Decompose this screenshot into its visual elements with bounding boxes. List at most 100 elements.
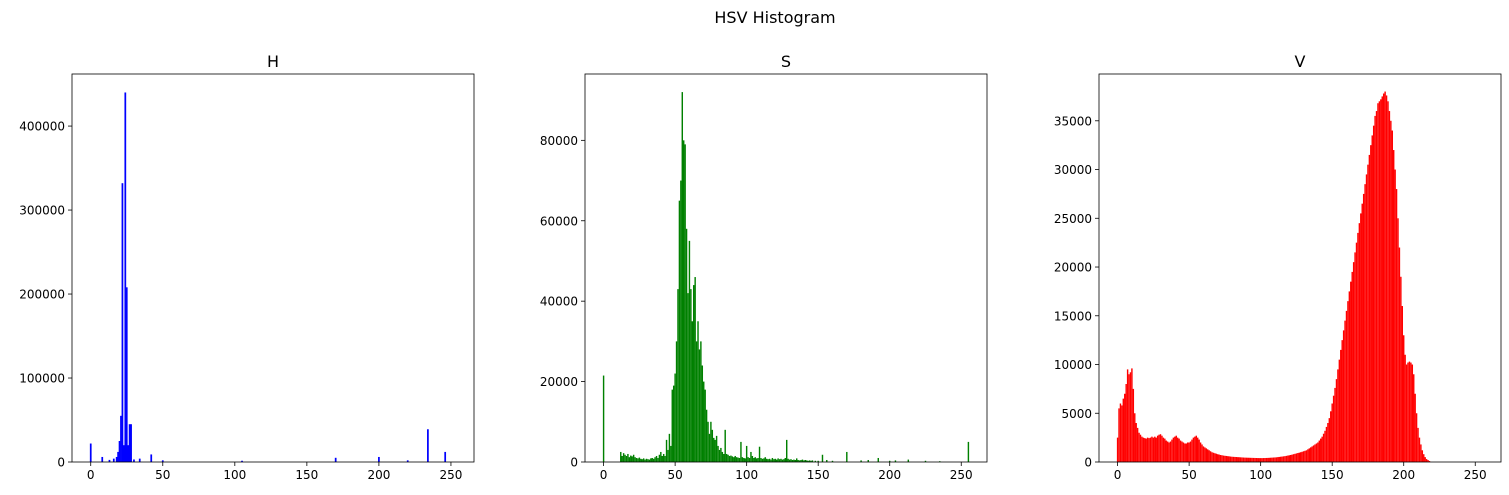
bar-h-23 — [123, 445, 125, 462]
bar-v-61 — [1204, 447, 1206, 462]
bar-v-168 — [1357, 232, 1359, 462]
bar-s-80 — [717, 445, 719, 462]
bar-v-183 — [1378, 101, 1381, 463]
bar-v-143 — [1321, 436, 1323, 462]
bar-v-138 — [1314, 444, 1316, 462]
bar-v-10 — [1131, 368, 1133, 462]
bar-v-189 — [1387, 101, 1389, 463]
bar-v-172 — [1362, 193, 1365, 462]
bar-v-27 — [1155, 437, 1157, 462]
bar-s-60 — [688, 240, 691, 462]
bar-v-131 — [1304, 450, 1306, 462]
bar-v-174 — [1365, 174, 1368, 462]
bar-s-43 — [664, 455, 666, 462]
bar-v-18 — [1142, 437, 1145, 462]
bar-s-14 — [622, 453, 625, 462]
bar-s-192 — [877, 457, 879, 462]
bar-s-99 — [744, 458, 746, 462]
bar-s-85 — [724, 429, 726, 462]
bar-v-122 — [1291, 454, 1293, 462]
bar-s-123 — [778, 459, 781, 462]
bar-s-59 — [687, 293, 689, 462]
x-tick-label-s-200: 200 — [878, 468, 901, 482]
bar-v-11 — [1132, 388, 1135, 462]
bar-s-135 — [796, 458, 798, 462]
bar-v-29 — [1158, 434, 1160, 462]
bar-s-41 — [661, 455, 663, 462]
bar-v-83 — [1235, 457, 1238, 462]
bar-v-159 — [1344, 320, 1346, 462]
bar-s-139 — [801, 459, 804, 462]
bar-v-97 — [1255, 458, 1258, 462]
bar-v-23 — [1149, 437, 1152, 462]
bar-v-129 — [1301, 451, 1303, 462]
bar-v-84 — [1237, 457, 1239, 462]
x-tick-label-v-150: 150 — [1321, 468, 1344, 482]
bar-v-202 — [1405, 364, 1408, 462]
bar-s-50 — [674, 373, 676, 462]
bar-v-42 — [1176, 437, 1179, 462]
bar-v-155 — [1338, 359, 1341, 462]
bar-s-83 — [721, 451, 724, 462]
bar-h-200 — [378, 456, 380, 462]
bar-v-79 — [1229, 456, 1232, 462]
bar-h-19 — [117, 451, 119, 462]
bar-v-80 — [1231, 456, 1233, 462]
bar-s-130 — [788, 459, 791, 462]
bar-v-49 — [1186, 442, 1189, 462]
bar-v-110 — [1274, 457, 1276, 462]
y-tick-label-s-40000: 40000 — [540, 295, 578, 309]
bar-v-33 — [1164, 438, 1166, 462]
bar-v-121 — [1289, 454, 1292, 462]
bar-s-22 — [634, 457, 636, 462]
y-tick-label-v-30000: 30000 — [1054, 163, 1092, 177]
bar-v-71 — [1218, 454, 1220, 462]
bar-s-142 — [806, 460, 808, 462]
bar-v-104 — [1265, 457, 1268, 462]
bar-v-3 — [1121, 405, 1123, 462]
bar-v-153 — [1335, 379, 1338, 462]
bar-v-8 — [1128, 374, 1130, 462]
bar-v-17 — [1141, 436, 1143, 462]
bar-v-115 — [1281, 456, 1283, 462]
bars-h — [89, 92, 447, 462]
bar-s-32 — [648, 459, 651, 462]
bar-s-94 — [737, 457, 739, 462]
bar-v-9 — [1129, 372, 1132, 462]
bar-s-27 — [641, 459, 643, 462]
bar-v-39 — [1172, 437, 1175, 462]
bar-v-55 — [1195, 435, 1197, 462]
bar-v-44 — [1179, 440, 1182, 462]
bar-v-1 — [1118, 408, 1120, 462]
bar-v-139 — [1315, 443, 1318, 462]
bar-v-198 — [1400, 276, 1402, 462]
bar-s-121 — [775, 459, 778, 462]
bar-v-208 — [1414, 393, 1416, 462]
bar-s-132 — [791, 459, 794, 462]
bar-v-40 — [1174, 436, 1176, 462]
bar-v-186 — [1382, 93, 1385, 462]
bar-v-25 — [1152, 437, 1155, 462]
bar-h-8 — [101, 456, 104, 462]
bar-h-234 — [427, 429, 429, 462]
bar-v-98 — [1257, 458, 1259, 462]
y-tick-label-h-200000: 200000 — [19, 288, 65, 302]
bar-v-72 — [1219, 454, 1222, 462]
bar-s-128 — [786, 439, 788, 462]
bar-v-191 — [1390, 120, 1392, 462]
bar-v-127 — [1298, 452, 1300, 462]
bar-v-123 — [1292, 454, 1295, 462]
bar-v-81 — [1232, 456, 1235, 462]
bar-h-27 — [128, 424, 131, 462]
bar-s-111 — [761, 458, 764, 462]
bar-h-24 — [124, 92, 127, 462]
bar-h-26 — [127, 445, 130, 462]
bar-v-19 — [1144, 438, 1146, 462]
bar-v-16 — [1139, 434, 1142, 462]
bar-s-38 — [657, 457, 659, 462]
bar-v-142 — [1320, 438, 1322, 462]
bar-v-206 — [1411, 364, 1414, 462]
bar-s-31 — [647, 459, 649, 462]
bar-s-61 — [690, 289, 692, 462]
bar-s-116 — [768, 458, 771, 462]
